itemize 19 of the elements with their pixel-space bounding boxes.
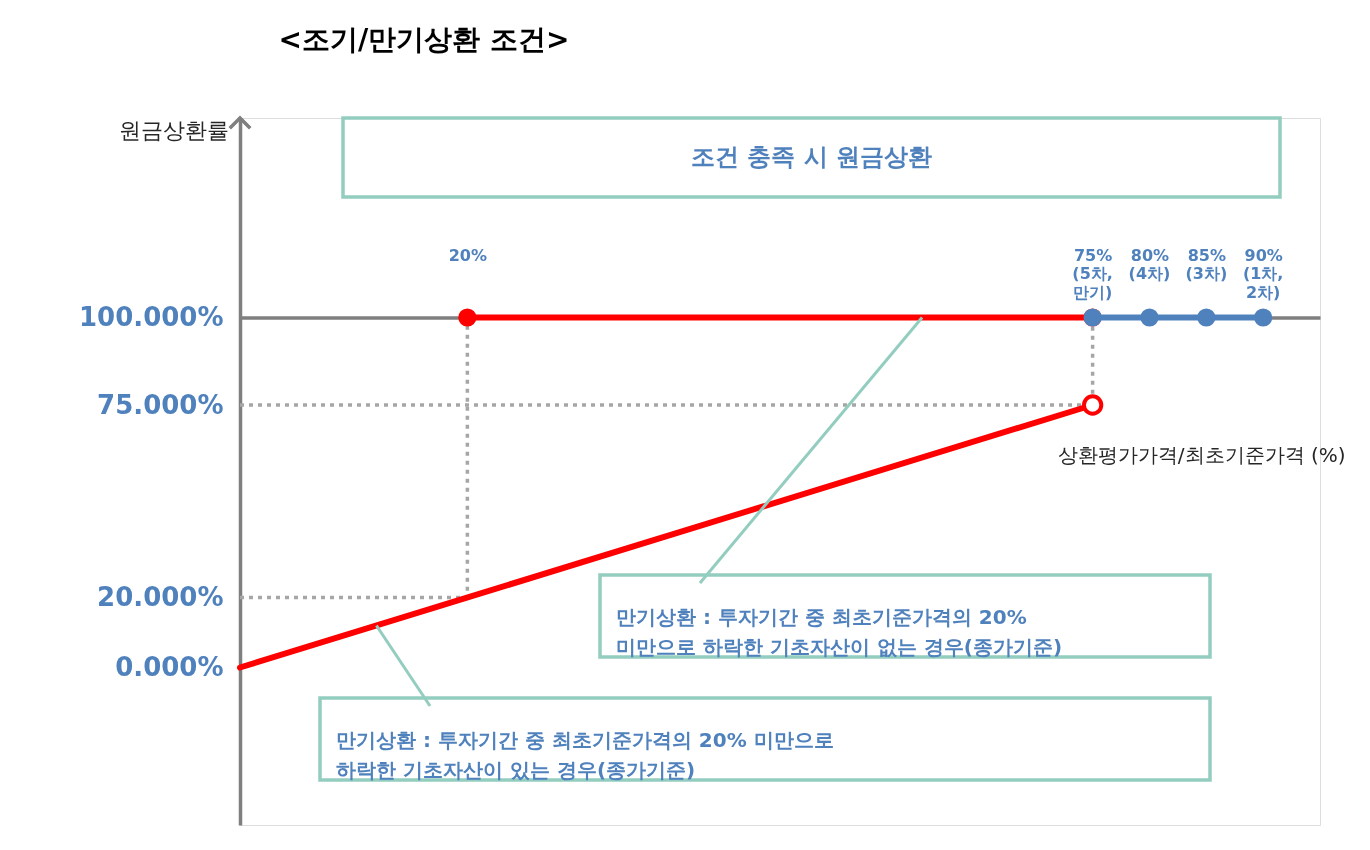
chart-title: <조기/만기상환 조건>: [278, 23, 570, 56]
annotation: (1차,2차): [1242, 263, 1284, 302]
annotation: (5차,만기): [1072, 263, 1113, 302]
y-tick-label: 75.000%: [97, 389, 224, 420]
x-tick-label: 90%: [1244, 246, 1283, 265]
y-tick-label: 0.000%: [115, 652, 224, 682]
annotation: (4차): [1128, 263, 1171, 283]
x-tick-label: 80%: [1130, 246, 1170, 265]
annotation: (3차): [1185, 263, 1228, 283]
annotation: 조건 충족 시 원금상환: [690, 142, 933, 171]
annotation: 만기상환 : 투자기간 중 최초기준가격의 20% 미만으로 하락한 기초자산이 있는 경우(종가기준): [336, 728, 834, 782]
y-axis-title: 원금상환률: [118, 117, 229, 143]
y-tick-label: 20.000%: [97, 582, 224, 612]
annotation: 만기상환 : 투자기간 중 최초기준가격의 20% 미만으로 하락한 기초자산이 없는 경우(종가기준): [616, 605, 1063, 659]
x-tick-label: 20%: [448, 246, 488, 265]
x-tick-label: 75%: [1073, 246, 1113, 265]
x-axis-title: 상환평가가격/최초기준가격 (%): [1057, 443, 1346, 467]
x-tick-label: 85%: [1187, 246, 1226, 265]
y-tick-label: 100.000%: [79, 302, 224, 332]
